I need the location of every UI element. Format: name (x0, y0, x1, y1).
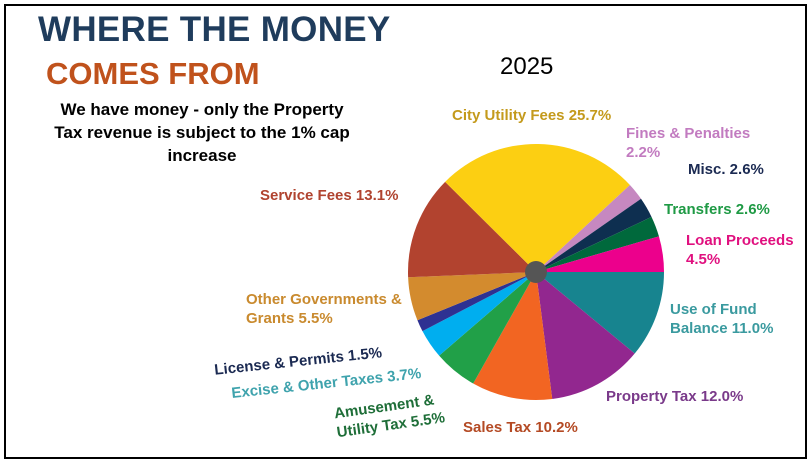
pie-slice-loan-proceeds (536, 236, 664, 272)
chart-title: 2025 (500, 53, 554, 80)
label-city-utility-fees: City Utility Fees 25.7% (452, 107, 612, 124)
pie-slice-fines-penalties (536, 185, 641, 272)
subtitle: We have money - only the Property Tax re… (54, 100, 350, 165)
pie-slice-property-tax (536, 272, 635, 399)
label-loan-proceeds: Loan Proceeds 4.5% (686, 232, 794, 268)
title-line-1: WHERE THE MONEY (38, 10, 391, 49)
label-sales-tax: Sales Tax 10.2% (463, 419, 578, 436)
title-line-2: COMES FROM (46, 56, 260, 91)
label-use-of-fund-balance: Use of Fund Balance 11.0% (670, 301, 774, 337)
label-fines-penalties: Fines & Penalties 2.2% (626, 125, 751, 161)
pie-slice-excise-other-taxes (422, 272, 536, 356)
label-transfers: Transfers 2.6% (664, 201, 770, 218)
pie-slice-license-permits (417, 272, 536, 332)
pie-slice-city-utility-fees (445, 144, 630, 272)
label-property-tax: Property Tax 12.0% (606, 388, 744, 405)
label-service-fees: Service Fees 13.1% (260, 187, 399, 204)
pie-slice-misc- (536, 198, 652, 272)
pie-slice-transfers (536, 216, 659, 272)
label-misc: Misc. 2.6% (688, 161, 764, 178)
pie-slice-amusement-utility-tax (439, 272, 536, 384)
pie-slice-other-governments-grants (408, 272, 536, 321)
pie-slice-sales-tax (473, 272, 553, 400)
slide-frame (4, 4, 807, 459)
pie-slice-service-fees (408, 181, 536, 278)
label-other-governments-grants: Other Governments & Grants 5.5% (246, 291, 402, 327)
pie-slice-use-of-fund-balance (536, 272, 664, 354)
pie-center-dot (525, 261, 547, 283)
